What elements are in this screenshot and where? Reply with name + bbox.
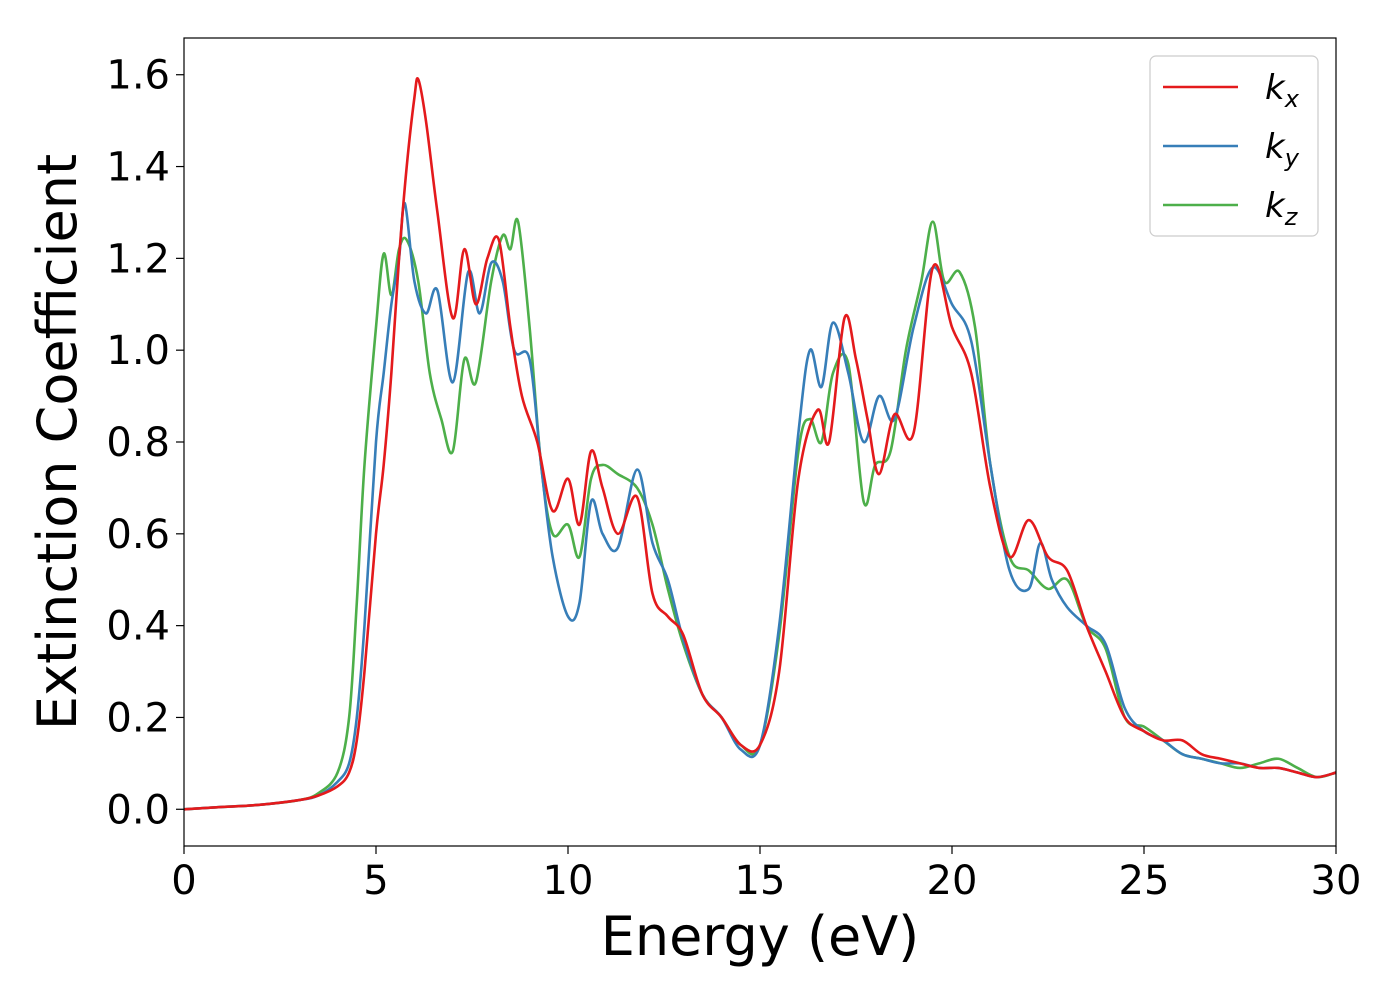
y-tick-label: 1.2 <box>106 236 170 282</box>
x-axis-title: Energy (eV) <box>601 905 920 968</box>
series-line-ky <box>183 201 1337 811</box>
y-tick-label: 1.6 <box>106 53 170 99</box>
legend-label-subscript: z <box>1284 203 1299 231</box>
x-tick-label: 30 <box>1311 858 1362 904</box>
y-tick-label: 0.8 <box>106 420 170 466</box>
x-tick-label: 25 <box>1119 858 1170 904</box>
y-axis-title: Extinction Coefficient <box>26 154 89 730</box>
y-tick-label: 1.4 <box>106 145 170 191</box>
y-tick-label: 0.4 <box>106 604 170 650</box>
y-tick-label: 1.0 <box>106 328 170 374</box>
plot-frame <box>183 37 1337 847</box>
x-tick-label: 5 <box>363 858 388 904</box>
legend-label: ky <box>1265 127 1300 172</box>
y-tick-label: 0.6 <box>106 512 170 558</box>
x-tick-label: 20 <box>927 858 978 904</box>
x-tick-label: 10 <box>543 858 594 904</box>
series-lines <box>183 77 1337 811</box>
x-tick-label: 15 <box>735 858 786 904</box>
axis-ticks: 0 5 10 15 20 25 30 0.0 0.2 0.4 0.6 0.8 1.0 1.2 1.4 1.6 <box>106 53 1361 904</box>
legend-label-subscript: y <box>1284 144 1300 172</box>
x-tick-label: 0 <box>171 858 196 904</box>
y-tick-label: 0.2 <box>106 695 170 741</box>
y-tick-label: 0.0 <box>106 787 170 833</box>
series-line-kx <box>183 77 1337 811</box>
legend-label-subscript: x <box>1284 85 1300 113</box>
